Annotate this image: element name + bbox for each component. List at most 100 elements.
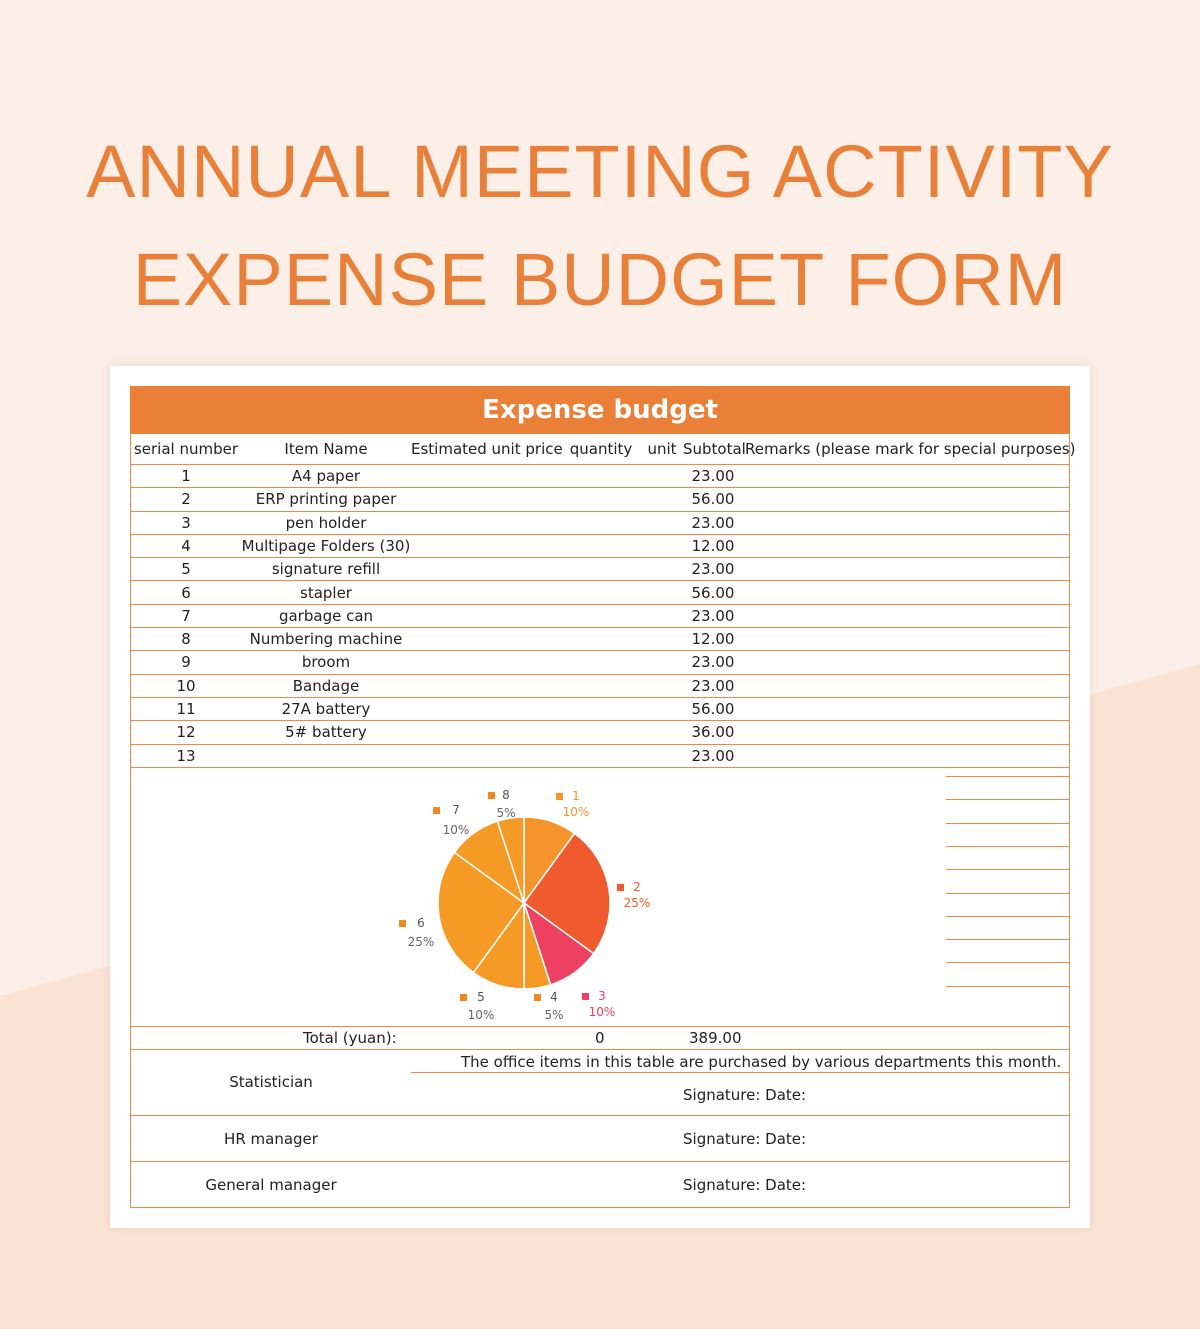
cell-serial: 2 [181, 490, 191, 509]
cell-serial: 3 [181, 513, 191, 532]
cell-unit [641, 605, 683, 627]
col-unit-price: Estimated unit price [411, 440, 563, 458]
cell-serial: 7 [181, 606, 191, 625]
cell-unit [641, 651, 683, 673]
cell-unit-price [411, 605, 561, 627]
cell-remarks [745, 558, 1069, 580]
total-label: Total (yuan): [303, 1029, 397, 1047]
legend-marker-5 [460, 994, 467, 1001]
title-line-1: ANNUAL MEETING ACTIVITY [86, 130, 1114, 213]
cell-unit [641, 721, 683, 743]
slice-percent-1: 10% [563, 805, 590, 819]
cell-subtotal: 23.00 [691, 560, 735, 579]
cell-quantity [561, 698, 641, 720]
slice-label-8: 8 [502, 788, 510, 802]
cell-unit [641, 745, 683, 767]
legend-marker-6 [399, 920, 406, 927]
cell-quantity [561, 628, 641, 650]
table-row: 9 broom 23.00 [131, 651, 1069, 675]
divider [131, 1115, 1069, 1116]
cell-unit [641, 512, 683, 534]
cell-unit-price [411, 698, 561, 720]
cell-unit-price [411, 512, 561, 534]
legend-marker-8 [488, 792, 495, 799]
column-header-row: serial number Item Name Estimated unit p… [131, 434, 1076, 465]
cell-item-name [241, 745, 411, 767]
cell-subtotal: 36.00 [691, 723, 735, 742]
table-row: 7 garbage can 23.00 [131, 605, 1069, 629]
cell-item-name: ERP printing paper [255, 490, 397, 509]
cell-remarks [745, 488, 1069, 510]
pie-chart: 1 10% 2 25% 3 10% 4 5% 5 10% 6 25% 7 10% 8 5% [399, 788, 651, 1022]
cell-remarks [745, 698, 1069, 720]
slice-percent-8: 5% [496, 806, 515, 820]
cell-unit-price [411, 745, 561, 767]
cell-unit [641, 582, 683, 604]
cell-remarks [745, 535, 1069, 557]
grid-line [946, 915, 1069, 917]
cell-subtotal: 56.00 [691, 490, 735, 509]
cell-subtotal: 23.00 [691, 467, 735, 485]
cell-item-name: 5# battery [285, 723, 367, 742]
table-heading: Expense budget [130, 386, 1070, 434]
cell-subtotal: 23.00 [691, 746, 735, 765]
cell-remarks [745, 721, 1069, 743]
grid-line [946, 799, 1069, 801]
cell-subtotal: 56.00 [691, 583, 735, 602]
slice-label-4: 4 [550, 990, 558, 1004]
divider [131, 1161, 1069, 1162]
signoff-role-statistician: Statistician [229, 1073, 313, 1091]
legend-marker-4 [534, 994, 541, 1001]
cell-unit-price [411, 651, 561, 673]
slice-percent-2: 25% [624, 896, 651, 910]
cell-remarks [745, 628, 1069, 650]
slice-percent-6: 25% [408, 935, 435, 949]
cell-unit-price [411, 558, 561, 580]
table-row: 4 Multipage Folders (30) 12.00 [131, 535, 1069, 559]
table-row: 6 stapler 56.00 [131, 582, 1069, 605]
cell-item-name: Bandage [292, 676, 360, 695]
cell-remarks [745, 605, 1069, 627]
cell-item-name: Numbering machine [249, 630, 403, 649]
col-unit: unit [647, 440, 677, 458]
cell-serial: 1 [181, 467, 191, 485]
signoff-role-gm: General manager [205, 1176, 337, 1194]
cell-subtotal: 56.00 [691, 700, 735, 718]
grid-line [946, 892, 1069, 894]
cell-item-name: stapler [300, 583, 352, 602]
legend-marker-7 [433, 807, 440, 814]
slice-label-7: 7 [452, 803, 460, 817]
divider [131, 1049, 1069, 1050]
slice-percent-7: 10% [443, 823, 470, 837]
slice-label-2: 2 [633, 880, 641, 894]
cell-subtotal: 23.00 [691, 513, 735, 532]
cell-item-name: signature refill [271, 560, 381, 579]
cell-unit-price [411, 582, 561, 604]
signoff-sig-gm: Signature: Date: [683, 1176, 807, 1194]
cell-quantity [561, 488, 641, 510]
cell-quantity [561, 605, 641, 627]
slice-label-1: 1 [572, 789, 580, 803]
cell-unit [641, 675, 683, 697]
cell-unit [641, 628, 683, 650]
cell-unit [641, 558, 683, 580]
cell-unit [641, 698, 683, 720]
cell-quantity [561, 651, 641, 673]
cell-serial: 4 [181, 536, 191, 555]
table-row: 5 signature refill 23.00 [131, 558, 1069, 582]
cell-remarks [745, 465, 1069, 487]
cell-subtotal: 23.00 [691, 653, 735, 672]
title-line-2: EXPENSE BUDGET FORM [132, 238, 1068, 321]
table-row: 2 ERP printing paper 56.00 [131, 488, 1069, 512]
table-row: 3 pen holder 23.00 [131, 512, 1069, 535]
cell-quantity [561, 675, 641, 697]
cell-subtotal: 23.00 [691, 606, 735, 625]
cell-subtotal: 23.00 [691, 676, 735, 695]
cell-remarks [745, 675, 1069, 697]
grid-line [946, 845, 1069, 847]
signoff-sig-statistician: Signature: Date: [683, 1086, 807, 1104]
table-row: 10 Bandage 23.00 [131, 675, 1069, 698]
cell-serial: 11 [176, 700, 196, 718]
cell-serial: 6 [181, 583, 191, 602]
cell-unit-price [411, 488, 561, 510]
